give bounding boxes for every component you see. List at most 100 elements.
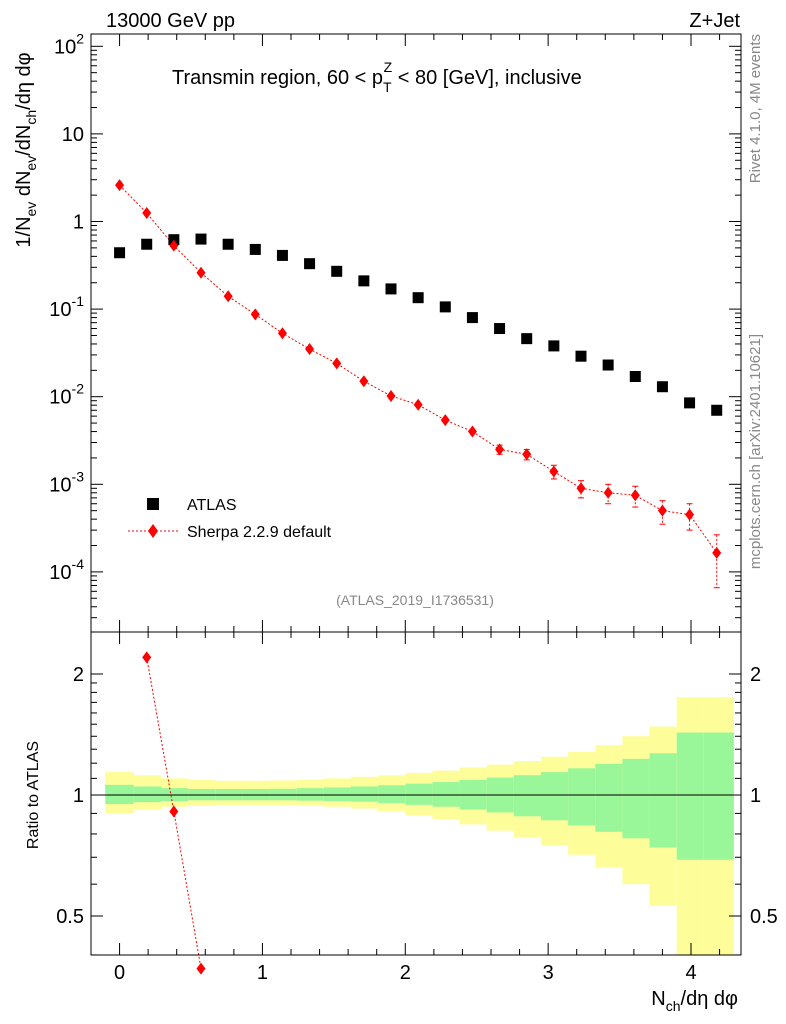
main-x-axis xyxy=(90,34,721,632)
mc-point xyxy=(332,357,342,370)
atlas-point xyxy=(222,238,234,250)
ratio-inner-band xyxy=(541,772,569,821)
ratio-inner-band xyxy=(432,782,460,807)
mc-point xyxy=(386,389,396,402)
atlas-point xyxy=(521,333,533,345)
x-tick-label: 3 xyxy=(543,962,554,984)
ratio-point xyxy=(196,962,206,975)
mc-point xyxy=(115,179,125,192)
atlas-point xyxy=(195,233,207,245)
x-tick-label: 0 xyxy=(114,962,125,984)
mc-error-bars xyxy=(496,444,720,589)
rivet-version-label: Rivet 4.1.0, 4M events xyxy=(747,34,764,183)
chart-title-sub: T xyxy=(383,79,392,95)
main-y-tick-label: 10-2 xyxy=(49,381,84,409)
atlas-point xyxy=(114,247,126,259)
mc-point xyxy=(603,486,613,499)
main-y-tick-label: 10 xyxy=(62,124,84,146)
ratio-inner-band xyxy=(676,732,704,860)
atlas-point xyxy=(575,350,587,362)
chart-title: Transmin region, 60 < pTZ < 80 [GeV], in… xyxy=(172,59,582,95)
ratio-y-tick-label: 1 xyxy=(73,785,84,807)
ratio-y-axis-label: Ratio to ATLAS xyxy=(25,741,42,849)
main-frame xyxy=(90,33,742,633)
atlas-point xyxy=(276,249,288,261)
mc-point xyxy=(196,266,206,279)
atlas-point xyxy=(656,381,668,393)
main-y-tick-label: 10-4 xyxy=(49,556,84,584)
ratio-y-tick-label: 0.5 xyxy=(56,906,84,928)
main-y-tick-label: 102 xyxy=(54,30,84,58)
mc-point xyxy=(305,343,315,356)
x-tick-label: 2 xyxy=(400,962,411,984)
mc-point xyxy=(685,508,695,521)
atlas-point xyxy=(385,283,397,295)
collision-label: 13000 GeV pp xyxy=(106,10,235,32)
process-label: Z+Jet xyxy=(689,10,740,32)
ratio-point xyxy=(169,805,179,818)
main-y-axis-label: 1/Nev dNev/dNch/dη dφ xyxy=(13,52,39,247)
legend: ATLAS Sherpa 2.2.9 default xyxy=(128,497,332,541)
ratio-inner-band xyxy=(595,763,623,832)
mc-point xyxy=(712,546,722,559)
ratio-inner-band xyxy=(105,784,134,804)
ratio-inner-band xyxy=(133,786,161,803)
main-panel: 10-4 10-3 10-2 10-1 1 10 102 Transmin region, … xyxy=(13,30,742,633)
mc-data-points xyxy=(115,179,722,559)
legend-atlas-marker xyxy=(147,498,159,510)
atlas-point xyxy=(249,243,261,255)
legend-mc-marker xyxy=(148,524,158,538)
mc-point xyxy=(630,489,640,502)
atlas-point xyxy=(494,323,506,335)
ratio-inner-band xyxy=(513,775,541,817)
ratio-inner-band xyxy=(378,785,406,804)
ratio-inner-band xyxy=(296,788,324,801)
chart-title-part-b: < 80 [GeV], inclusive xyxy=(392,67,582,89)
mc-point xyxy=(142,207,152,220)
mc-point xyxy=(169,239,179,252)
ratio-frame xyxy=(90,631,742,956)
mc-point xyxy=(522,448,532,461)
ratio-inner-band xyxy=(351,786,379,802)
mc-polyline xyxy=(119,184,718,554)
ratio-uncertainty-bands xyxy=(105,697,734,955)
ratio-panel: 0.5 0.5 1 1 2 2 0 1 2 3 4 Ratio to ATLAS Nch/dη d… xyxy=(25,631,778,1014)
ratio-mc-points xyxy=(142,651,206,975)
main-y-tick-label: 10-1 xyxy=(49,293,84,321)
mc-series-line xyxy=(119,184,718,554)
atlas-point xyxy=(439,301,451,313)
atlas-data-points xyxy=(114,233,723,416)
mc-point xyxy=(657,504,667,517)
analysis-watermark: (ATLAS_2019_I1736531) xyxy=(336,592,494,608)
mc-point xyxy=(277,327,287,340)
x-axis-label: Nch/dη dφ xyxy=(651,988,738,1014)
mc-point xyxy=(495,443,505,456)
mcplots-label: mcplots.cern.ch [arXiv:2401.10621] xyxy=(747,334,764,569)
chart-title-sup: Z xyxy=(384,59,393,75)
atlas-point xyxy=(711,404,723,416)
mc-point xyxy=(359,375,369,388)
ratio-point xyxy=(142,651,152,664)
mc-point xyxy=(413,398,423,411)
ratio-inner-band xyxy=(703,732,734,860)
atlas-point xyxy=(684,397,696,409)
mc-point xyxy=(223,290,233,303)
mc-point xyxy=(250,308,260,321)
ratio-y-tick-label-right: 2 xyxy=(750,664,761,686)
ratio-inner-band xyxy=(568,768,596,826)
legend-atlas-label: ATLAS xyxy=(187,497,237,514)
main-y-tick-label: 10-3 xyxy=(49,468,84,496)
main-y-tick-label: 1 xyxy=(73,212,84,234)
mc-point xyxy=(440,414,450,427)
atlas-point xyxy=(629,371,641,383)
atlas-point xyxy=(141,238,153,250)
ratio-y-tick-label: 2 xyxy=(73,664,84,686)
atlas-point xyxy=(331,265,343,277)
mc-point xyxy=(467,425,477,438)
atlas-point xyxy=(466,312,478,324)
x-tick-label: 4 xyxy=(685,962,696,984)
x-tick-label: 1 xyxy=(257,962,268,984)
ratio-y-axis: 0.5 0.5 1 1 2 2 xyxy=(56,664,778,956)
ratio-inner-band xyxy=(323,787,351,802)
